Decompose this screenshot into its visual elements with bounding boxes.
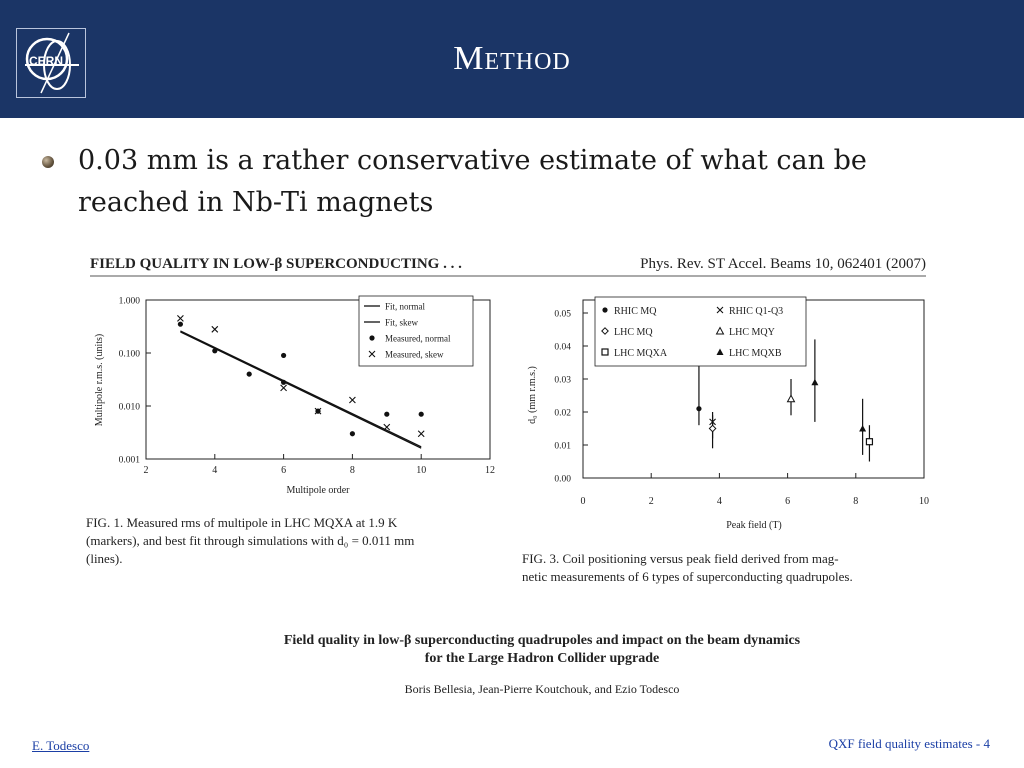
chart1-xtick-label: 4 [212,465,217,476]
chart1-measured-skew-point [417,430,425,438]
chart1-measured-normal-point [418,411,424,417]
fig1-caption-line-1: FIG. 1. Measured rms of multipole in LHC… [86,515,398,530]
chart-multipole-rms: 2 4 6 8 10 12 0.001 0.010 0.100 1.000 Multipole o… [94,295,495,496]
chart3-ytick-label: 0.01 [554,442,571,452]
chart1-ytick-label: 0.001 [119,456,141,466]
chart1-measured-normal-point [246,371,252,377]
paper-title-line-1: Field quality in low-β superconducting q… [284,633,801,648]
chart1-xtick-label: 10 [416,465,426,476]
bullet-line-1: 0.03 mm is a rather conservative estimat… [78,145,867,176]
bullet-line-2: reached in Nb-Ti magnets [78,187,434,218]
chart1-ytick-label: 1.000 [119,297,141,307]
chart1-xtick-label: 8 [350,465,355,476]
chart3-legend-lhc-mqy-swatch [715,326,725,335]
chart1-xtick-label: 2 [144,465,149,476]
chart3-ytick-label: 0.05 [554,310,571,320]
chart3-lhc-mqxb-point [811,378,819,386]
chart1-measured-skew-point [280,384,287,392]
cern-logo: CERN [16,28,86,98]
bullet-text: 0.03 mm is a rather conservative estimat… [78,140,978,224]
paper-title-line-2: for the Large Hadron Collider upgrade [425,651,660,666]
chart1-measured-skew-point [349,396,356,404]
chart3-legend-lhc-mq-swatch [601,327,609,335]
slide-title: Method [453,40,571,77]
chart1-ytick-label: 0.100 [119,350,141,360]
running-head-right: Phys. Rev. ST Accel. Beams 10, 062401 (2… [640,256,926,272]
chart1-legend-fit-normal-label: Fit, normal [385,302,425,312]
chart3-xtick-label: 8 [853,496,858,507]
chart1-frame [145,299,491,460]
fig1-caption-line-3: (lines). [86,551,122,566]
chart3-ytick-label: 0.00 [554,475,571,485]
chart1-legend-fit-skew-label: Fit, skew [385,318,419,328]
chart3-lhc-mq-point [708,424,717,433]
chart3-ytick-label: 0.03 [554,376,571,386]
chart1-fit-skew-line [180,330,422,448]
chart3-legend-rhic-mq-label: RHIC MQ [614,306,657,317]
chart3-rhic-mq-point [696,406,702,412]
chart1-fit-normal-line [180,331,422,449]
chart1-measured-normal-point [281,379,287,385]
bullet-icon [42,156,54,168]
chart1-xtick-label: 12 [485,465,495,476]
chart1-measured-skew-point [383,423,391,431]
paper-figure: FIELD QUALITY IN LOW-β SUPERCONDUCTING .… [86,256,929,696]
chart1-legend: Fit, normal Fit, skew Measured, normal Meas… [358,295,474,367]
chart3-legend-rhic-mq-swatch [602,307,608,313]
fig3-caption-line-2: netic measurements of 6 types of superco… [522,569,853,584]
chart3-legend-lhc-mqxa-swatch [601,348,609,356]
chart-coil-positioning: 0 2 4 6 8 10 0.00 0.01 0.02 0.03 0.04 0.05 Peak fie… [527,296,929,531]
chart1-xtick-label: 6 [281,465,286,476]
chart3-ytick-label: 0.04 [554,343,571,353]
chart1-xlabel: Multipole order [286,485,350,496]
chart3-xtick-label: 4 [717,496,722,507]
chart3-lhc-mqy-point [786,394,796,403]
chart3-legend-lhc-mq-label: LHC MQ [614,327,653,338]
chart3-legend-lhc-mqy-label: LHC MQY [729,327,775,338]
chart3-legend-rhic-q1-q3-swatch [716,306,724,314]
chart3-legend-lhc-mqxb-swatch [716,348,724,355]
chart1-legend-measured-normal-swatch [369,335,375,341]
chart3-lhc-mqxa-point [865,438,874,446]
chart3-legend-lhc-mqxa-label: LHC MQXA [614,348,668,359]
chart3-ytick-label: 0.02 [554,409,571,419]
chart3-xtick-label: 10 [919,496,929,507]
logo-text: CERN [29,54,63,68]
fig1-caption: FIG. 1. Measured rms of multipole in LHC… [86,515,414,566]
chart1-legend-measured-skew-swatch [368,350,376,358]
paper-authors: Boris Bellesia, Jean-Pierre Koutchouk, a… [405,682,680,696]
title-bar: CERN Method [0,0,1024,118]
footer-author-link[interactable]: E. Todesco [32,738,90,753]
chart3-lhc-mqxb-point [859,425,867,432]
chart3-legend-lhc-mqxb-label: LHC MQXB [729,348,782,359]
chart3-xtick-label: 2 [649,496,654,507]
chart3-legend: RHIC MQ RHIC Q1-Q3 LHC MQ LHC MQY LHC MQXA LH… [594,296,807,367]
fig1-caption-line-2: (markers), and best fit through simulati… [86,533,414,548]
footer-page-label: QXF field quality estimates - 4 [828,736,990,751]
chart1-measured-skew-point [177,314,184,322]
fig3-caption: FIG. 3. Coil positioning versus peak fie… [522,551,853,584]
chart1-legend-measured-normal-label: Measured, normal [385,334,451,344]
chart1-measured-normal-point [281,352,287,359]
chart1-measured-skew-point [211,325,219,333]
chart1-measured-normal-point [349,431,355,437]
chart3-xlabel: Peak field (T) [726,520,782,531]
chart3-legend-rhic-q1-q3-label: RHIC Q1-Q3 [729,306,783,317]
fig3-caption-line-1: FIG. 3. Coil positioning versus peak fie… [522,551,839,566]
chart1-measured-normal-point [212,348,218,354]
chart1-legend-measured-skew-label: Measured, skew [385,350,444,360]
chart1-measured-normal-point [177,321,183,327]
chart1-measured-normal-point [384,411,390,417]
chart3-xtick-label: 6 [785,496,790,507]
chart3-ylabel: d₀ (mm r.m.s.) [527,366,538,424]
chart3-xtick-label: 0 [581,496,586,507]
running-head-left: FIELD QUALITY IN LOW-β SUPERCONDUCTING .… [90,256,462,272]
chart1-ylabel: Multipole r.m.s. (units) [94,334,105,427]
chart1-measured-skew-point [314,407,322,415]
chart1-ytick-label: 0.010 [119,403,141,413]
